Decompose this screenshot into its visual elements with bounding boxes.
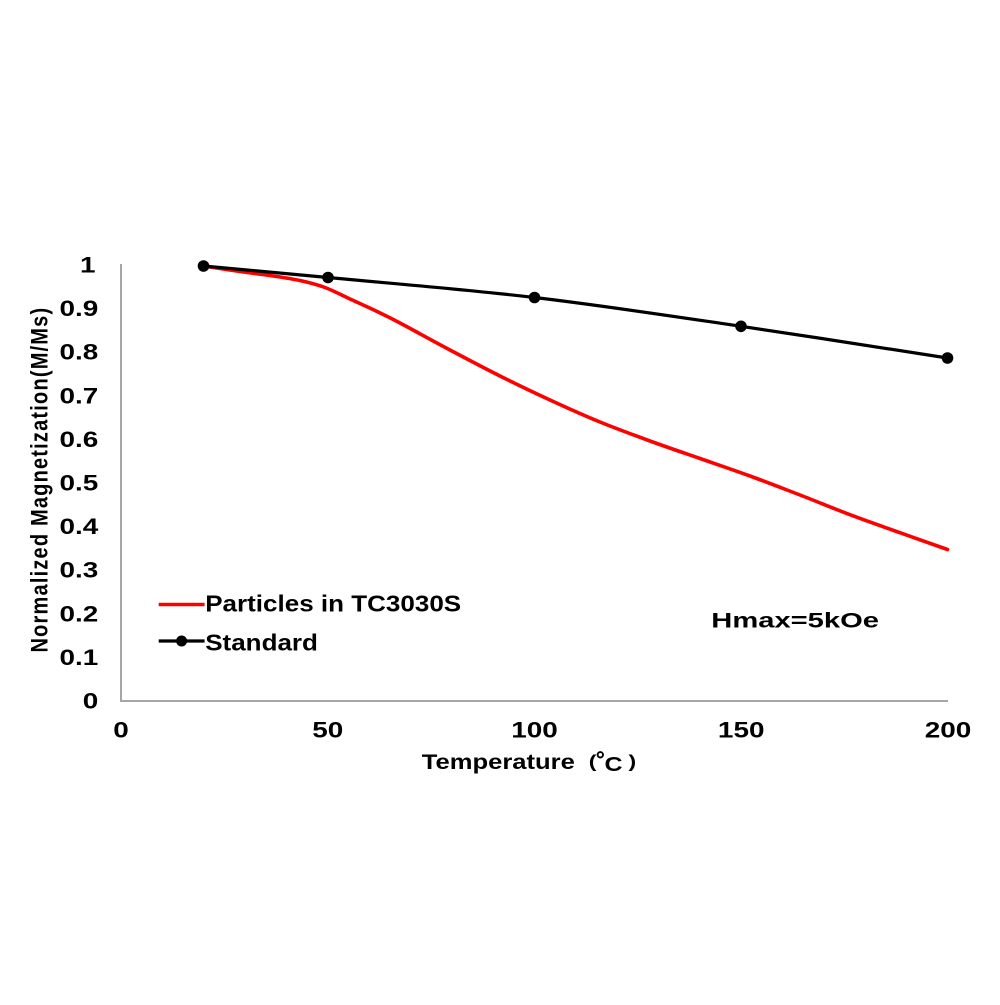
svg-text:0.8: 0.8 [60,341,99,365]
svg-text:Temperature: Temperature [422,751,575,775]
svg-text:50: 50 [312,718,343,742]
svg-text:100: 100 [511,718,558,742]
svg-text:0.1: 0.1 [60,646,99,670]
svg-text:0: 0 [83,689,99,713]
svg-text:0: 0 [113,718,129,742]
svg-text:0.2: 0.2 [60,602,99,626]
svg-text:): ) [629,752,637,772]
svg-text:0.5: 0.5 [60,471,99,495]
svg-text:0.6: 0.6 [60,428,99,452]
svg-text:Normalized Magnetization(M/Ms): Normalized Magnetization(M/Ms) [26,307,53,653]
svg-text:0.4: 0.4 [60,515,99,539]
svg-text:1: 1 [80,253,96,277]
svg-text:0.7: 0.7 [60,384,99,408]
svg-text:0.3: 0.3 [60,559,99,583]
svg-text:Hmax=5kOe: Hmax=5kOe [711,609,879,632]
svg-text:150: 150 [718,718,765,742]
svg-text:0.9: 0.9 [60,297,99,321]
svg-text:(: ( [589,752,597,772]
svg-text:200: 200 [925,718,972,742]
svg-text:C: C [605,753,623,775]
svg-text:Particles in TC3030S: Particles in TC3030S [205,592,461,617]
svg-text:Standard: Standard [205,631,318,656]
